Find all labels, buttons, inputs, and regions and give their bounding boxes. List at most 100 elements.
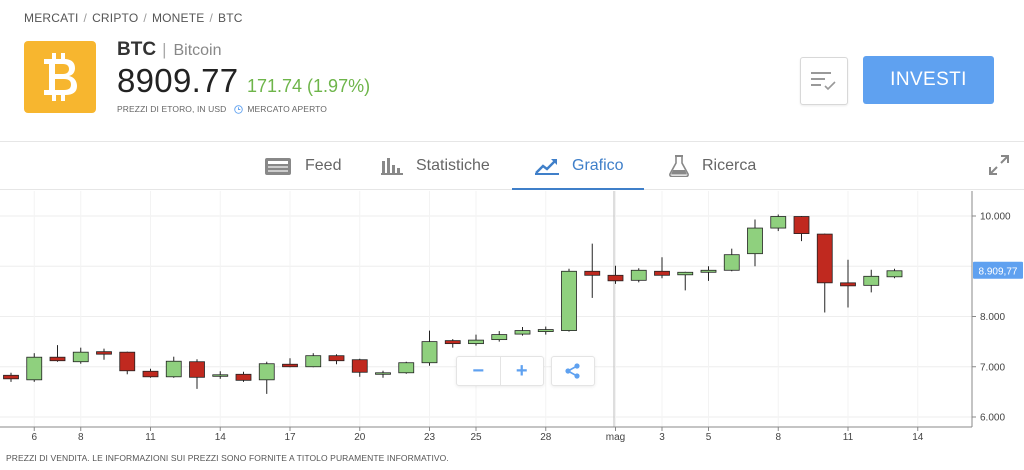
share-icon bbox=[565, 363, 580, 379]
breadcrumb-separator: / bbox=[83, 11, 88, 25]
candle-body-up bbox=[305, 355, 322, 368]
tab-statistics[interactable]: Statistiche bbox=[381, 142, 490, 190]
expand-icon bbox=[989, 155, 1009, 175]
zoom-out-button[interactable]: − bbox=[472, 359, 485, 382]
y-tick-label: 10.000 bbox=[980, 212, 1011, 223]
x-tick-label: 17 bbox=[284, 432, 296, 443]
x-tick-label: 5 bbox=[706, 432, 712, 443]
tab-feed[interactable]: Feed bbox=[264, 142, 341, 190]
candle-body-up bbox=[677, 271, 694, 276]
candle-body-down bbox=[328, 355, 345, 362]
tab-chart-label: Grafico bbox=[572, 157, 624, 174]
candle bbox=[235, 371, 252, 382]
candle bbox=[258, 361, 275, 394]
price-chart[interactable]: 6.000 7.000 8.000 10.000 6 8 11 14 17 20 23 25 28 mag… bbox=[0, 191, 1024, 455]
candle-body-up bbox=[863, 275, 880, 286]
candle-body-up bbox=[165, 360, 182, 378]
y-tick-label: 6.000 bbox=[980, 413, 1005, 424]
bitcoin-icon bbox=[44, 53, 77, 101]
price-change: 171.74 (1.97%) bbox=[247, 76, 371, 96]
candle bbox=[142, 368, 159, 378]
candle-body-down bbox=[235, 373, 252, 381]
x-tick-label: 11 bbox=[145, 432, 156, 443]
candle bbox=[444, 339, 461, 348]
candle bbox=[26, 353, 43, 382]
x-tick-label: 28 bbox=[540, 432, 552, 443]
candle-body-up bbox=[514, 330, 531, 335]
candle-body-up bbox=[398, 362, 415, 374]
candle-body-up bbox=[375, 372, 391, 375]
tab-statistics-label: Statistiche bbox=[416, 157, 490, 174]
instrument-symbol: BTC bbox=[117, 39, 157, 60]
x-tick-label: 8 bbox=[78, 432, 84, 443]
invest-button[interactable]: INVESTI bbox=[863, 56, 994, 104]
candle-body-up bbox=[72, 351, 89, 363]
price-note: PREZZI DI ETORO, IN USD MERCATO APERTO bbox=[117, 104, 327, 114]
x-tick-label: 8 bbox=[775, 432, 781, 443]
candle bbox=[677, 271, 694, 291]
y-tick-label: 8.000 bbox=[980, 312, 1005, 323]
candle-body-up bbox=[421, 341, 438, 364]
candle-body-up bbox=[747, 227, 763, 255]
tab-research[interactable]: Ricerca bbox=[669, 142, 756, 190]
candle-body-down bbox=[142, 370, 159, 378]
candle-body-down bbox=[444, 340, 461, 345]
candle bbox=[584, 243, 601, 298]
candle-body-down bbox=[96, 351, 112, 355]
bitcoin-logo bbox=[24, 41, 96, 113]
candle bbox=[886, 268, 903, 279]
candle-body-down bbox=[49, 356, 66, 362]
candle bbox=[816, 233, 833, 313]
candle bbox=[468, 334, 484, 346]
zoom-in-button[interactable]: + bbox=[499, 357, 544, 385]
candle-body-down bbox=[189, 361, 205, 378]
breadcrumb-item-markets[interactable]: MERCATI bbox=[24, 11, 79, 25]
candle-body-down bbox=[119, 351, 136, 372]
candle-body-up bbox=[770, 216, 787, 229]
breadcrumb-item-btc: BTC bbox=[218, 11, 243, 25]
candle bbox=[119, 351, 136, 375]
candle-body-down bbox=[840, 282, 856, 287]
candle bbox=[561, 268, 577, 332]
x-tick-label: 14 bbox=[215, 432, 227, 443]
candle-body-up bbox=[561, 270, 577, 331]
candle bbox=[654, 257, 670, 279]
candle bbox=[421, 330, 438, 366]
candle-body-down bbox=[607, 274, 624, 282]
candle bbox=[770, 214, 787, 232]
instrument-name: Bitcoin bbox=[173, 42, 222, 59]
instrument-title: BTC | Bitcoin bbox=[117, 39, 222, 61]
candle-body-up bbox=[468, 339, 484, 345]
candle-body-down bbox=[351, 359, 368, 373]
price-source: PREZZI DI ETORO, IN USD bbox=[117, 104, 227, 114]
candle bbox=[282, 358, 298, 368]
watchlist-button[interactable] bbox=[800, 57, 848, 105]
current-price: 8909.77 bbox=[117, 62, 239, 99]
zoom-controls: − + bbox=[456, 356, 544, 386]
expand-button[interactable] bbox=[988, 154, 1010, 181]
candle bbox=[189, 359, 205, 389]
candle bbox=[863, 269, 880, 293]
x-tick-label: 25 bbox=[470, 432, 482, 443]
candle bbox=[328, 354, 345, 365]
candle bbox=[840, 259, 856, 308]
candle bbox=[398, 361, 415, 374]
x-tick-label: 14 bbox=[912, 432, 924, 443]
candle-body-up bbox=[886, 270, 903, 278]
breadcrumb-item-coins[interactable]: MONETE bbox=[151, 11, 205, 25]
share-button[interactable] bbox=[551, 356, 595, 386]
tab-research-label: Ricerca bbox=[702, 157, 757, 174]
active-tab-indicator bbox=[512, 188, 644, 190]
tab-chart[interactable]: Grafico bbox=[535, 142, 624, 190]
x-tick-label: 23 bbox=[424, 432, 436, 443]
stats-icon bbox=[381, 157, 403, 175]
candle-body-down bbox=[816, 233, 833, 284]
x-tick-label: 11 bbox=[843, 432, 854, 443]
candle bbox=[607, 265, 624, 284]
candle-body-up bbox=[258, 363, 275, 381]
candle bbox=[747, 219, 763, 267]
breadcrumb-item-crypto[interactable]: CRIPTO bbox=[92, 11, 139, 25]
candle-body-up bbox=[630, 269, 647, 281]
chart-icon bbox=[535, 157, 559, 175]
candle-body-up bbox=[212, 374, 229, 377]
